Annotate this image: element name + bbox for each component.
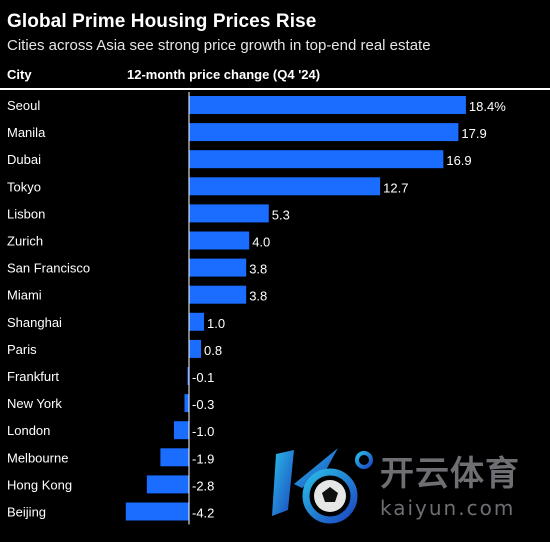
bar [184, 394, 189, 413]
value-label: 3.8 [249, 289, 267, 304]
bar [189, 231, 250, 250]
value-label: -2.8 [192, 478, 214, 493]
watermark: 开云体育 kaiyun.com [268, 440, 540, 530]
city-label: Dubai [7, 152, 41, 167]
value-label: -1.9 [192, 451, 214, 466]
city-label: Manila [7, 125, 46, 140]
city-label: Seoul [7, 98, 40, 113]
bar [187, 367, 189, 385]
bar [189, 150, 444, 169]
bar [160, 448, 189, 467]
city-label: New York [7, 396, 62, 411]
city-label: Frankfurt [7, 369, 59, 384]
value-label: 1.0 [207, 316, 225, 331]
city-label: Tokyo [7, 179, 41, 194]
value-label: -0.3 [192, 397, 214, 412]
bar [189, 204, 269, 223]
column-header-city: City [7, 67, 32, 82]
chart-title: Global Prime Housing Prices Rise [7, 11, 317, 32]
value-label: -0.1 [192, 370, 214, 385]
city-label: Lisbon [7, 206, 45, 221]
city-label: Beijing [7, 505, 46, 520]
column-header-price-change: 12-month price change (Q4 '24) [127, 67, 321, 82]
value-label: -1.0 [192, 424, 214, 439]
header-divider [0, 88, 550, 90]
bar [189, 285, 247, 304]
value-label: -4.2 [192, 506, 214, 521]
value-label: 17.9 [461, 126, 486, 141]
bar [125, 502, 189, 521]
bar [189, 312, 205, 331]
city-label: London [7, 423, 50, 438]
bar [189, 258, 247, 277]
value-label: 3.8 [249, 262, 267, 277]
city-label: Paris [7, 342, 37, 357]
chart-subtitle: Cities across Asia see strong price grow… [7, 37, 431, 54]
watermark-text-cn: 开云体育 [380, 454, 520, 494]
value-label: 12.7 [383, 180, 408, 195]
bar [189, 96, 466, 114]
value-label: 4.0 [252, 235, 270, 250]
city-label: Melbourne [7, 450, 68, 465]
city-label: Hong Kong [7, 477, 72, 492]
bar [146, 475, 189, 494]
value-label: 0.8 [204, 343, 222, 358]
value-label: 18.4% [469, 99, 506, 114]
watermark-logo-icon [272, 448, 373, 524]
bar [189, 177, 381, 196]
city-label: Miami [7, 288, 42, 303]
city-label: Shanghai [7, 315, 62, 330]
bar [189, 339, 202, 358]
watermark-text-en: kaiyun.com [380, 496, 516, 520]
bar-chart: Seoul 18.4% Manila 17.9 Dubai 16.9 Tokyo 12.7 Li… [7, 92, 506, 525]
bar [189, 123, 459, 142]
value-label: 16.9 [446, 153, 471, 168]
city-label: Zurich [7, 234, 43, 249]
bar [173, 421, 189, 440]
value-label: 5.3 [272, 207, 290, 222]
city-label: San Francisco [7, 261, 90, 276]
